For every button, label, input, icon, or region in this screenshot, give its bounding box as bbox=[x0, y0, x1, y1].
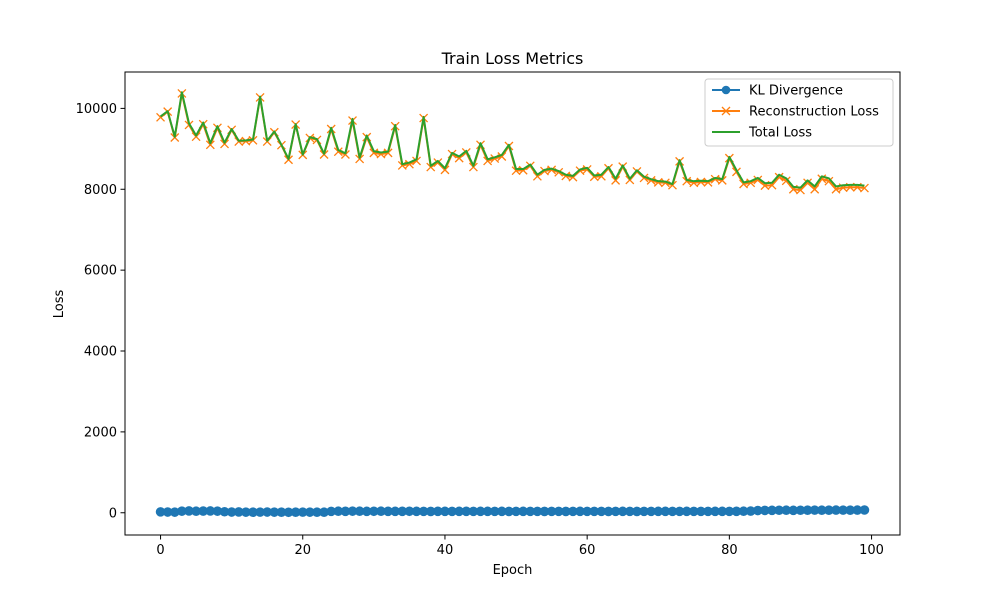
legend: KL Divergence Reconstruction Loss Total Lo… bbox=[704, 78, 894, 147]
reconstruction-loss-point bbox=[433, 158, 443, 168]
reconstruction-loss-point bbox=[696, 177, 706, 187]
series-clip-group bbox=[155, 88, 870, 518]
reconstruction-loss-point bbox=[468, 162, 478, 172]
reconstruction-loss-point bbox=[383, 148, 393, 158]
x-tick-label: 0 bbox=[156, 543, 164, 558]
legend-box bbox=[704, 78, 894, 147]
reconstruction-loss-point bbox=[497, 152, 507, 161]
reconstruction-loss-point bbox=[660, 178, 670, 188]
reconstruction-loss-point bbox=[781, 176, 791, 186]
series-layer bbox=[155, 88, 870, 518]
legend-marker-kl-divergence bbox=[721, 85, 731, 95]
reconstruction-loss-point bbox=[611, 175, 621, 185]
legend-label-kl-divergence: KL Divergence bbox=[749, 84, 843, 99]
y-tick-label: 10000 bbox=[76, 102, 117, 117]
reconstruction-loss-point bbox=[205, 140, 215, 150]
reconstruction-loss-point bbox=[355, 154, 365, 164]
kl-divergence-point bbox=[859, 505, 870, 515]
reconstruction-loss-point bbox=[596, 171, 606, 181]
y-tick-label: 0 bbox=[109, 506, 117, 521]
axes-layer: 0 20 40 60 80 100 0 2000 4000 6000 8000 10000 bbox=[76, 71, 901, 558]
x-axis-label: Epoch bbox=[493, 563, 533, 578]
x-tick-label: 60 bbox=[579, 543, 596, 558]
total-loss-line bbox=[159, 91, 865, 189]
legend-marker-reconstruction-loss bbox=[721, 106, 731, 116]
legend-label-total-loss: Total Loss bbox=[748, 126, 812, 141]
y-tick-label: 6000 bbox=[84, 264, 117, 279]
reconstruction-loss-point bbox=[803, 178, 813, 188]
reconstruction-loss-point bbox=[810, 184, 820, 194]
y-tick-label: 4000 bbox=[84, 345, 117, 360]
reconstruction-loss-point bbox=[511, 166, 521, 176]
reconstruction-loss-point bbox=[440, 165, 450, 175]
reconstruction-loss-point bbox=[753, 175, 763, 185]
y-axis-label: Loss bbox=[52, 290, 67, 319]
reconstruction-loss-point bbox=[710, 174, 720, 184]
reconstruction-loss-point bbox=[191, 132, 201, 142]
reconstruction-loss-point bbox=[774, 172, 784, 182]
y-tick-label: 2000 bbox=[84, 425, 117, 440]
legend-label-reconstruction-loss: Reconstruction Loss bbox=[749, 105, 879, 120]
reconstruction-loss-point bbox=[369, 148, 379, 158]
reconstruction-loss-point bbox=[412, 156, 421, 166]
y-tick-label: 8000 bbox=[84, 183, 117, 198]
x-tick-label: 80 bbox=[721, 543, 738, 558]
reconstruction-loss-point bbox=[547, 165, 557, 175]
x-tick-label: 20 bbox=[294, 543, 311, 558]
chart-title: Train Loss Metrics bbox=[441, 49, 584, 68]
reconstruction-loss-point bbox=[625, 175, 635, 185]
reconstruction-loss-point bbox=[220, 139, 230, 149]
reconstruction-loss-point bbox=[682, 176, 692, 186]
x-tick-label: 100 bbox=[859, 543, 884, 558]
axes-frame bbox=[124, 71, 901, 536]
reconstruction-loss-point bbox=[333, 147, 343, 157]
x-tick-label: 40 bbox=[437, 543, 454, 558]
